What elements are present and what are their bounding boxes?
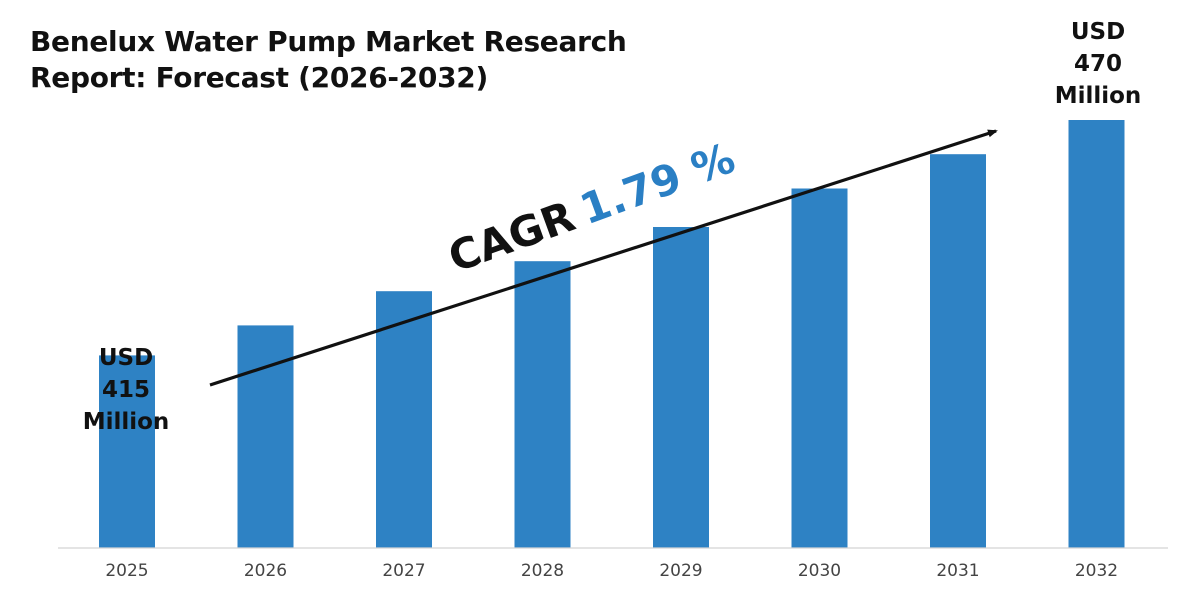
start-value-currency: USD: [98, 345, 154, 371]
tick-labels-group: 2025 2026 2027 2028 2029 2030 2031 2032: [105, 561, 1118, 581]
x-tick-label-2029: 2029: [659, 561, 702, 581]
bar-2030: [791, 188, 848, 548]
start-value-unit: Million: [82, 409, 170, 435]
end-value-label: USD 470 Million: [1028, 16, 1168, 112]
x-tick-label-2025: 2025: [105, 561, 148, 581]
chart-title-line-1: Benelux Water Pump Market Research: [30, 25, 627, 58]
end-value-unit: Million: [1054, 83, 1142, 109]
bar-2032: [1068, 120, 1125, 548]
start-value-number: 415: [101, 377, 150, 403]
end-value-number: 470: [1073, 51, 1122, 77]
x-tick-label-2027: 2027: [382, 561, 425, 581]
bar-2027: [376, 291, 432, 548]
chart-title-line-2: Report: Forecast (2026-2032): [30, 61, 488, 94]
end-value-currency: USD: [1070, 19, 1126, 45]
bar-2029: [653, 227, 709, 548]
start-value-label: USD 415 Million: [56, 342, 196, 438]
x-tick-label-2028: 2028: [521, 561, 564, 581]
bar-2025: [99, 355, 155, 548]
x-tick-label-2030: 2030: [798, 561, 841, 581]
bar-2026: [237, 325, 294, 548]
chart-title: Benelux Water Pump Market Research Repor…: [30, 24, 650, 96]
x-tick-label-2032: 2032: [1075, 561, 1118, 581]
x-tick-label-2031: 2031: [936, 561, 979, 581]
bar-2031: [930, 154, 986, 548]
cagr-trend-arrow: [209, 129, 998, 387]
x-tick-label-2026: 2026: [244, 561, 287, 581]
bar-2028: [514, 261, 571, 548]
